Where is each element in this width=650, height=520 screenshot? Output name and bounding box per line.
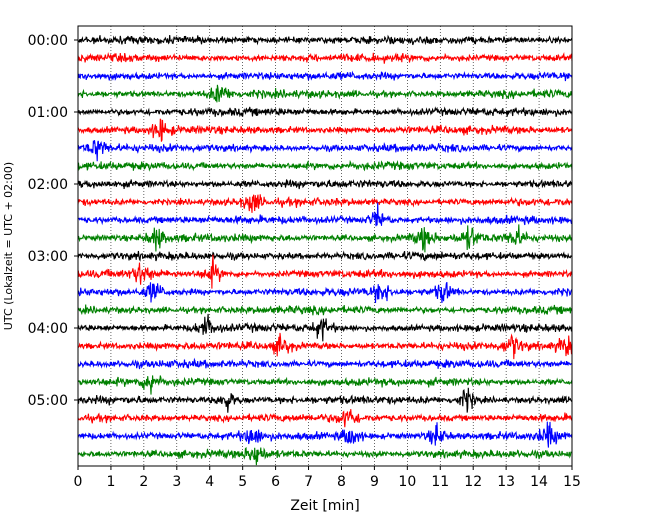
y-tick-label: 01:00 xyxy=(28,105,68,121)
x-tick-label: 9 xyxy=(370,474,379,490)
seismic-traces xyxy=(77,34,573,466)
seismic-trace-0015 xyxy=(77,52,573,64)
x-tick-label: 12 xyxy=(464,474,482,490)
x-tick-label: 6 xyxy=(271,474,280,490)
seismic-trace-0245 xyxy=(77,224,573,253)
seismic-trace-0345 xyxy=(77,304,573,316)
y-tick-label: 05:00 xyxy=(28,393,68,409)
seismic-trace-0400 xyxy=(77,313,573,342)
seismic-trace-0315 xyxy=(77,254,573,289)
x-tick-label: 11 xyxy=(431,474,449,490)
seismic-trace-0300 xyxy=(77,250,573,262)
seismic-trace-0130 xyxy=(77,140,573,162)
seismic-trace-0100 xyxy=(77,106,573,118)
seismic-trace-0045 xyxy=(77,84,573,103)
seismic-trace-0430 xyxy=(77,357,573,370)
seismic-trace-0515 xyxy=(77,409,573,428)
seismic-trace-0445 xyxy=(77,375,573,395)
y-tick-label: 04:00 xyxy=(28,321,68,337)
x-tick-label: 8 xyxy=(337,474,346,490)
x-tick-label: 7 xyxy=(304,474,313,490)
x-axis-ticks: 0 1 2 3 4 5 6 7 8 9 10 11 12 13 14 15 xyxy=(74,466,581,490)
x-tick-label: 14 xyxy=(530,474,548,490)
seismic-trace-0230 xyxy=(77,202,573,227)
seismic-trace-0115 xyxy=(77,118,573,142)
y-tick-label: 03:00 xyxy=(28,249,68,265)
x-tick-label: 2 xyxy=(139,474,148,490)
x-axis-label: Zeit [min] xyxy=(290,498,359,514)
seismic-trace-0000 xyxy=(77,34,573,46)
x-tick-label: 4 xyxy=(205,474,214,490)
seismic-trace-0145 xyxy=(77,159,573,172)
x-tick-label: 3 xyxy=(172,474,181,490)
plot-frame xyxy=(77,25,573,467)
y-axis-ticks: 00:00 01:00 02:00 03:00 04:00 05:00 xyxy=(28,33,78,409)
x-tick-label: 15 xyxy=(563,474,581,490)
seismic-trace-0200 xyxy=(77,178,573,190)
x-tick-label: 1 xyxy=(106,474,115,490)
seismic-trace-0415 xyxy=(77,332,573,360)
x-tick-label: 0 xyxy=(74,474,83,490)
seismic-trace-0500 xyxy=(77,387,573,413)
seismic-trace-0530 xyxy=(77,421,573,448)
seismic-trace-0330 xyxy=(77,281,573,304)
x-tick-label: 5 xyxy=(238,474,247,490)
grid-lines xyxy=(110,26,540,466)
seismic-trace-0030 xyxy=(77,70,573,82)
y-tick-label: 00:00 xyxy=(28,33,68,49)
x-tick-label: 10 xyxy=(398,474,416,490)
y-axis-label: UTC (Lokalzeit = UTC + 02:00) xyxy=(2,162,15,330)
y-tick-label: 02:00 xyxy=(28,177,68,193)
x-tick-label: 13 xyxy=(497,474,515,490)
seismic-trace-0215 xyxy=(77,194,573,213)
seismic-trace-0545 xyxy=(77,446,573,466)
